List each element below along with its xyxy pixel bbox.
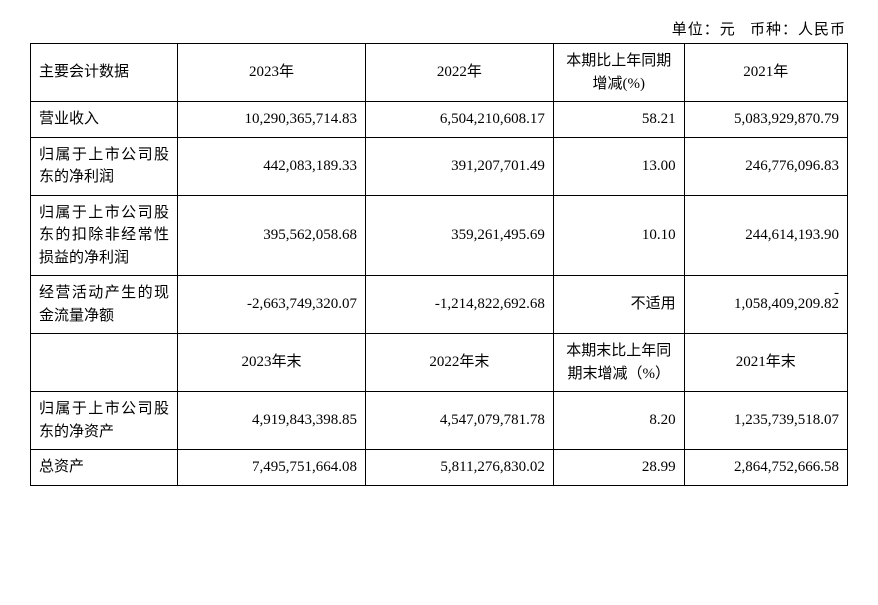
row-2022: 5,811,276,830.02 — [365, 450, 553, 486]
table-row: 归属于上市公司股东的净利润 442,083,189.33 391,207,701… — [31, 137, 848, 195]
financial-table: 主要会计数据 2023年 2022年 本期比上年同期增减(%) 2021年 营业… — [30, 43, 848, 486]
row-2021: - 1,058,409,209.82 — [684, 276, 847, 334]
row-2022: 359,261,495.69 — [365, 195, 553, 276]
row-change: 58.21 — [553, 102, 684, 138]
row-2021: 5,083,929,870.79 — [684, 102, 847, 138]
header-change: 本期比上年同期增减(%) — [553, 44, 684, 102]
row-change: 不适用 — [553, 276, 684, 334]
row-2021: 246,776,096.83 — [684, 137, 847, 195]
row-label: 归属于上市公司股东的净资产 — [31, 392, 178, 450]
table-row: 营业收入 10,290,365,714.83 6,504,210,608.17 … — [31, 102, 848, 138]
row-label: 总资产 — [31, 450, 178, 486]
row-label: 归属于上市公司股东的净利润 — [31, 137, 178, 195]
negative-number: 1,058,409,209.82 — [693, 293, 839, 316]
row-change: 10.10 — [553, 195, 684, 276]
unit-currency-line: 单位：元 币种：人民币 — [30, 18, 848, 39]
header-label2 — [31, 334, 178, 392]
header-2022-end: 2022年末 — [365, 334, 553, 392]
header-change-end: 本期末比上年同期末增减（%） — [553, 334, 684, 392]
header-2021: 2021年 — [684, 44, 847, 102]
table-row: 归属于上市公司股东的扣除非经常性损益的净利润 395,562,058.68 35… — [31, 195, 848, 276]
row-2023: 395,562,058.68 — [178, 195, 366, 276]
row-2023: 4,919,843,398.85 — [178, 392, 366, 450]
row-change: 13.00 — [553, 137, 684, 195]
header-2021-end: 2021年末 — [684, 334, 847, 392]
table-row: 归属于上市公司股东的净资产 4,919,843,398.85 4,547,079… — [31, 392, 848, 450]
row-2022: 391,207,701.49 — [365, 137, 553, 195]
currency-label: 币种：人民币 — [750, 22, 846, 38]
row-2023: 7,495,751,664.08 — [178, 450, 366, 486]
header-label: 主要会计数据 — [31, 44, 178, 102]
header-row-2: 2023年末 2022年末 本期末比上年同期末增减（%） 2021年末 — [31, 334, 848, 392]
row-change: 8.20 — [553, 392, 684, 450]
row-label: 归属于上市公司股东的扣除非经常性损益的净利润 — [31, 195, 178, 276]
row-label: 经营活动产生的现金流量净额 — [31, 276, 178, 334]
row-change: 28.99 — [553, 450, 684, 486]
table-row: 经营活动产生的现金流量净额 -2,663,749,320.07 -1,214,8… — [31, 276, 848, 334]
header-row-1: 主要会计数据 2023年 2022年 本期比上年同期增减(%) 2021年 — [31, 44, 848, 102]
row-label: 营业收入 — [31, 102, 178, 138]
negative-sign: - — [834, 282, 839, 305]
row-2022: 6,504,210,608.17 — [365, 102, 553, 138]
row-2022: -1,214,822,692.68 — [365, 276, 553, 334]
row-2021: 1,235,739,518.07 — [684, 392, 847, 450]
row-2023: -2,663,749,320.07 — [178, 276, 366, 334]
table-row: 总资产 7,495,751,664.08 5,811,276,830.02 28… — [31, 450, 848, 486]
row-2023: 442,083,189.33 — [178, 137, 366, 195]
unit-label: 单位：元 — [672, 22, 736, 38]
row-2021: 2,864,752,666.58 — [684, 450, 847, 486]
header-2023-end: 2023年末 — [178, 334, 366, 392]
row-2023: 10,290,365,714.83 — [178, 102, 366, 138]
header-2023: 2023年 — [178, 44, 366, 102]
row-2022: 4,547,079,781.78 — [365, 392, 553, 450]
row-2021: 244,614,193.90 — [684, 195, 847, 276]
header-2022: 2022年 — [365, 44, 553, 102]
